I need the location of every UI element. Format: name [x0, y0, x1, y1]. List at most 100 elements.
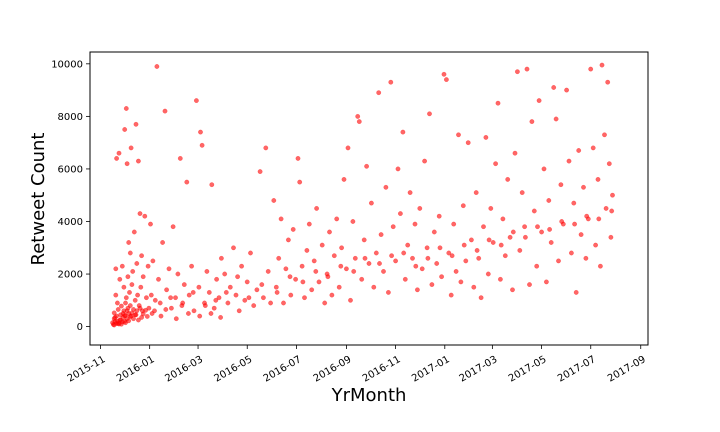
- data-point: [273, 284, 279, 290]
- data-point: [341, 176, 347, 182]
- data-point: [548, 240, 554, 245]
- data-point: [126, 240, 132, 245]
- data-point: [306, 221, 312, 227]
- data-point: [276, 255, 282, 261]
- data-point: [453, 268, 459, 274]
- data-point: [128, 145, 134, 151]
- data-point: [227, 284, 233, 290]
- data-point: [164, 287, 170, 293]
- data-point: [546, 198, 552, 203]
- data-point: [190, 289, 196, 295]
- data-point: [401, 250, 407, 256]
- data-point: [316, 279, 322, 285]
- data-point: [495, 100, 501, 106]
- data-point: [160, 240, 166, 245]
- data-point: [112, 314, 118, 320]
- data-point: [122, 313, 128, 319]
- x-tick-label: 2015-11: [66, 354, 108, 384]
- data-point: [260, 295, 266, 301]
- data-point: [170, 224, 176, 230]
- data-point: [150, 258, 156, 264]
- data-point: [556, 258, 561, 264]
- data-point: [603, 205, 609, 211]
- data-point: [383, 184, 389, 190]
- data-point: [378, 232, 384, 238]
- data-point: [189, 263, 195, 269]
- data-point: [327, 229, 332, 235]
- data-point: [371, 284, 377, 290]
- data-point: [209, 182, 215, 188]
- data-point: [281, 300, 286, 306]
- data-point: [412, 221, 418, 227]
- data-point: [439, 274, 445, 280]
- x-tick-label: 2017-07: [556, 354, 598, 384]
- data-point: [389, 253, 395, 259]
- data-point: [225, 300, 231, 306]
- data-point: [485, 271, 491, 277]
- data-point: [596, 216, 602, 222]
- data-point: [493, 161, 499, 167]
- data-point: [486, 237, 492, 243]
- data-point: [448, 292, 454, 298]
- data-point: [414, 287, 420, 293]
- data-point: [166, 266, 172, 272]
- data-point: [278, 216, 284, 222]
- data-point: [605, 79, 611, 85]
- data-point: [143, 307, 149, 313]
- data-point: [334, 216, 340, 222]
- data-point: [476, 255, 482, 261]
- x-tick-label: 2016-09: [312, 354, 354, 384]
- data-point: [124, 161, 130, 167]
- data-point: [124, 308, 130, 314]
- data-point: [436, 213, 442, 219]
- data-point: [336, 284, 342, 290]
- data-point: [519, 190, 525, 196]
- data-point: [395, 166, 401, 172]
- data-point: [338, 263, 344, 269]
- data-point: [425, 255, 431, 261]
- data-point: [180, 300, 186, 306]
- y-tick-label: 0: [77, 322, 83, 333]
- data-point: [366, 261, 372, 266]
- data-point: [361, 237, 367, 243]
- data-point: [111, 310, 117, 316]
- data-point: [257, 169, 263, 175]
- data-point: [113, 266, 119, 272]
- data-point: [302, 295, 307, 301]
- data-point: [137, 211, 143, 217]
- data-point: [377, 261, 382, 266]
- data-point: [268, 300, 274, 306]
- data-point: [173, 295, 178, 301]
- data-point: [152, 297, 158, 303]
- data-point: [443, 77, 449, 83]
- data-point: [131, 229, 137, 235]
- data-point: [168, 295, 174, 301]
- data-point: [402, 276, 408, 282]
- data-point: [118, 303, 124, 309]
- data-point: [497, 276, 503, 282]
- data-point: [510, 229, 516, 235]
- data-point: [474, 247, 480, 253]
- y-tick-label: 6000: [58, 164, 83, 175]
- data-point: [539, 229, 545, 235]
- data-point: [148, 292, 154, 298]
- data-point: [163, 307, 169, 312]
- data-point: [116, 321, 122, 327]
- data-point: [283, 266, 289, 272]
- y-tick-label: 4000: [58, 217, 83, 228]
- data-point: [602, 132, 607, 138]
- data-point: [246, 295, 252, 301]
- data-point: [505, 176, 511, 182]
- data-point: [581, 184, 586, 190]
- data-point: [522, 224, 528, 230]
- data-point: [437, 245, 443, 251]
- data-point: [488, 205, 494, 211]
- data-point: [468, 237, 474, 243]
- data-point: [114, 155, 120, 161]
- data-point: [606, 161, 612, 167]
- data-point: [362, 255, 368, 261]
- data-point: [231, 245, 236, 251]
- data-point: [352, 255, 358, 261]
- data-point: [417, 205, 423, 211]
